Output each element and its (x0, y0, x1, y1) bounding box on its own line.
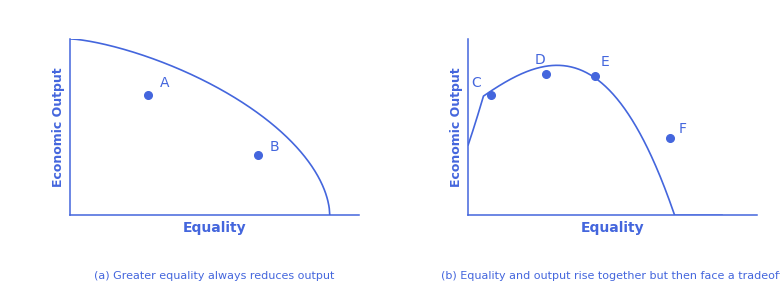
Y-axis label: Economic Output: Economic Output (51, 67, 65, 187)
X-axis label: Equality: Equality (580, 221, 644, 235)
Text: (b) Equality and output rise together but then face a tradeoff: (b) Equality and output rise together bu… (441, 271, 780, 281)
Text: F: F (679, 122, 686, 136)
X-axis label: Equality: Equality (183, 221, 246, 235)
Text: (a) Greater equality always reduces output: (a) Greater equality always reduces outp… (94, 271, 335, 281)
Text: D: D (534, 53, 545, 67)
Text: B: B (269, 140, 278, 154)
Text: E: E (601, 55, 610, 69)
Text: A: A (160, 76, 169, 90)
Y-axis label: Economic Output: Economic Output (449, 67, 463, 187)
Text: C: C (471, 76, 480, 90)
